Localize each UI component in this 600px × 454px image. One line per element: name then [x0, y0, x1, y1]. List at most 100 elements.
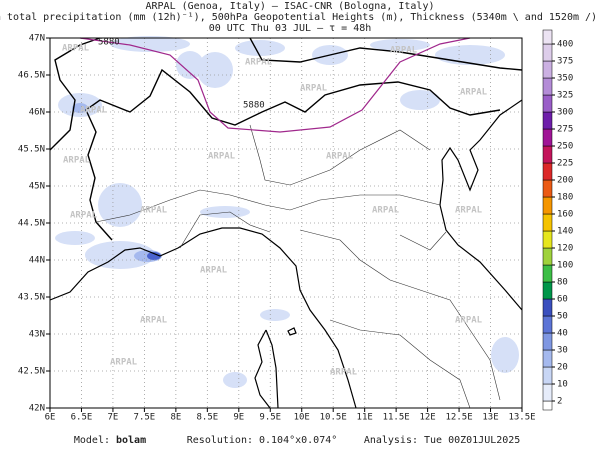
- colorbar-segment: [542, 43, 553, 62]
- colorbar-label: 325: [557, 91, 573, 101]
- lat-tick-label: 47N: [29, 34, 45, 44]
- colorbar-label: 20: [557, 363, 568, 373]
- lat-tick-label: 46N: [29, 108, 45, 118]
- lon-tick-label: 13.5E: [508, 413, 535, 423]
- title-line-1: ARPAL (Genoa, Italy) – ISAC-CNR (Bologna…: [146, 1, 435, 12]
- colorbar-label: 225: [557, 159, 573, 169]
- colorbar-label: 10: [557, 380, 568, 390]
- colorbar-segment: [542, 196, 553, 215]
- colorbar-label: 100: [557, 261, 573, 271]
- watermark: ARPAL: [208, 152, 236, 162]
- colorbar-label: 160: [557, 210, 573, 220]
- colorbar-segment: [542, 128, 553, 147]
- colorbar-label: 80: [557, 278, 568, 288]
- title-line-2: 12h total precipitation (mm (12h)⁻¹), 50…: [0, 12, 597, 23]
- footer-analysis: Tue 00Z01JUL2025: [424, 435, 520, 446]
- lat-tick-label: 45N: [29, 182, 45, 192]
- colorbar-segment: [542, 383, 553, 402]
- colorbar-label: 140: [557, 227, 573, 237]
- watermark: ARPAL: [460, 88, 488, 98]
- colorbar-segment: [542, 60, 553, 79]
- lon-tick-label: 10.5E: [320, 413, 347, 423]
- lon-tick-label: 9E: [233, 413, 244, 423]
- lat-tick-label: 44N: [29, 256, 45, 266]
- colorbar-segment: [542, 94, 553, 113]
- colorbar-label: 200: [557, 176, 573, 186]
- lon-tick-label: 12E: [419, 413, 435, 423]
- colorbar-segment: [542, 264, 553, 283]
- watermark: ARPAL: [390, 46, 418, 56]
- colorbar-label: 275: [557, 125, 573, 135]
- watermark: ARPAL: [140, 206, 168, 216]
- colorbar-label: 2: [557, 397, 562, 407]
- colorbar-label: 350: [557, 74, 573, 84]
- contour-label: 5880: [243, 101, 265, 111]
- colorbar-label: 400: [557, 40, 573, 50]
- colorbar-segment: [542, 162, 553, 181]
- lon-tick-label: 7.5E: [134, 413, 156, 423]
- lat-tick-label: 43.5N: [18, 293, 45, 303]
- watermark: ARPAL: [245, 58, 273, 68]
- colorbar-segment: [542, 247, 553, 266]
- colorbar-label: 250: [557, 142, 573, 152]
- colorbar-segment: [542, 29, 553, 45]
- lon-tick-label: 8.5E: [196, 413, 218, 423]
- lat-tick-label: 44.5N: [18, 219, 45, 229]
- lat-tick-label: 45.5N: [18, 145, 45, 155]
- colorbar-segment: [542, 230, 553, 249]
- colorbar-label: 120: [557, 244, 573, 254]
- footer-resolution-label: Resolution:: [187, 435, 253, 446]
- colorbar-segment: [542, 400, 553, 411]
- colorbar-label: 180: [557, 193, 573, 203]
- watermark: ARPAL: [63, 156, 91, 166]
- colorbar-label: 300: [557, 108, 573, 118]
- title-line-3: 00 UTC Thu 03 JUL – τ = 48h: [209, 23, 372, 34]
- colorbar-segment: [542, 315, 553, 334]
- lat-tick-label: 43N: [29, 330, 45, 340]
- footer-resolution: 0.104°x0.074°: [259, 435, 337, 446]
- lon-tick-label: 6.5E: [71, 413, 93, 423]
- colorbar-segment: [542, 281, 553, 300]
- colorbar-segment: [542, 213, 553, 232]
- colorbar-segment: [542, 366, 553, 385]
- colorbar-segment: [542, 77, 553, 96]
- colorbar-segment: [542, 179, 553, 198]
- footer-analysis-label: Analysis:: [364, 435, 418, 446]
- colorbar-segment: [542, 145, 553, 164]
- footer-model-label: Model:: [74, 435, 110, 446]
- coastlines: [49, 99, 523, 409]
- lon-tick-label: 11E: [357, 413, 373, 423]
- watermark: ARPAL: [455, 206, 483, 216]
- geopotential-contour: [79, 37, 471, 133]
- precipitation-heavy: [147, 252, 161, 260]
- lon-tick-label: 6E: [45, 413, 56, 423]
- colorbar-segment: [542, 298, 553, 317]
- colorbar-label: 50: [557, 312, 568, 322]
- contour-label: 5880: [98, 38, 120, 48]
- colorbar-label: 40: [557, 329, 568, 339]
- watermark: ARPAL: [455, 316, 483, 326]
- watermark: ARPAL: [80, 106, 108, 116]
- borders: [49, 37, 523, 241]
- watermark: ARPAL: [300, 84, 328, 94]
- lat-tick-label: 46.5N: [18, 71, 45, 81]
- map: ARPAL ARPAL ARPAL ARPAL ARPAL ARPAL ARPAL ARPAL…: [49, 36, 523, 409]
- lat-tick-label: 42N: [29, 404, 45, 414]
- watermark: ARPAL: [110, 358, 138, 368]
- colorbar-segment: [542, 332, 553, 351]
- lon-tick-label: 8E: [170, 413, 181, 423]
- colorbar: 2 10 20 30 40 50 60 80 100 120 140 160 180 200 225 250 2…: [542, 29, 573, 411]
- watermark: ARPAL: [62, 44, 90, 54]
- colorbar-segment: [542, 111, 553, 130]
- watermark: ARPAL: [330, 368, 358, 378]
- footer-model: bolam: [116, 435, 146, 446]
- lon-tick-label: 7E: [108, 413, 119, 423]
- colorbar-segment: [542, 349, 553, 368]
- lon-tick-label: 13E: [482, 413, 498, 423]
- lon-tick-label: 10E: [294, 413, 310, 423]
- lon-tick-label: 11.5E: [383, 413, 410, 423]
- watermark: ARPAL: [372, 206, 400, 216]
- watermark: ARPAL: [140, 316, 168, 326]
- watermark: ARPAL: [326, 152, 354, 162]
